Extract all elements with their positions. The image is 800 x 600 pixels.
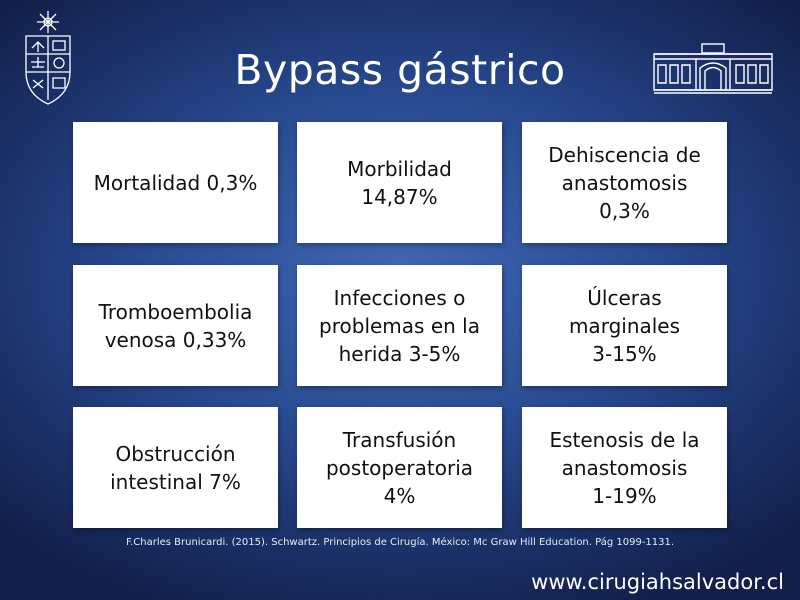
cell-text: Estenosis de la anastomosis 1-19% [549, 427, 700, 508]
cell-morbilidad: Morbilidad 14,87% [297, 122, 502, 243]
cell-text: Transfusión postoperatoria 4% [325, 427, 474, 508]
cell-ulceras: Úlceras marginales 3-15% [522, 265, 727, 386]
cell-infecciones: Infecciones o problemas en la herida 3-5% [297, 265, 502, 386]
hospital-building-icon [653, 43, 773, 94]
cell-estenosis: Estenosis de la anastomosis 1-19% [522, 407, 727, 528]
cell-tromboembolia: Tromboembolia venosa 0,33% [73, 265, 278, 386]
citation: F.Charles Brunicardi. (2015). Schwartz. … [125, 537, 675, 548]
cell-text: Úlceras marginales 3-15% [568, 285, 681, 366]
cell-mortalidad: Mortalidad 0,3% [73, 122, 278, 243]
cell-dehiscencia: Dehiscencia de anastomosis 0,3% [522, 122, 727, 243]
cell-transfusion: Transfusión postoperatoria 4% [297, 407, 502, 528]
cell-text: Morbilidad 14,87% [347, 156, 452, 209]
cell-text: Dehiscencia de anastomosis 0,3% [548, 142, 701, 223]
cell-text: Tromboembolia venosa 0,33% [98, 299, 253, 352]
cell-obstruccion: Obstrucción intestinal 7% [73, 407, 278, 528]
website-url: www.cirugiahsalvador.cl [531, 570, 784, 594]
university-crest-icon [25, 11, 71, 105]
slide-title: Bypass gástrico [234, 46, 566, 94]
complications-grid: Mortalidad 0,3% Morbilidad 14,87% Dehisce… [73, 122, 727, 528]
cell-text: Mortalidad 0,3% [93, 170, 258, 195]
cell-text: Obstrucción intestinal 7% [110, 441, 241, 494]
cell-text: Infecciones o problemas en la herida 3-5% [319, 285, 480, 366]
